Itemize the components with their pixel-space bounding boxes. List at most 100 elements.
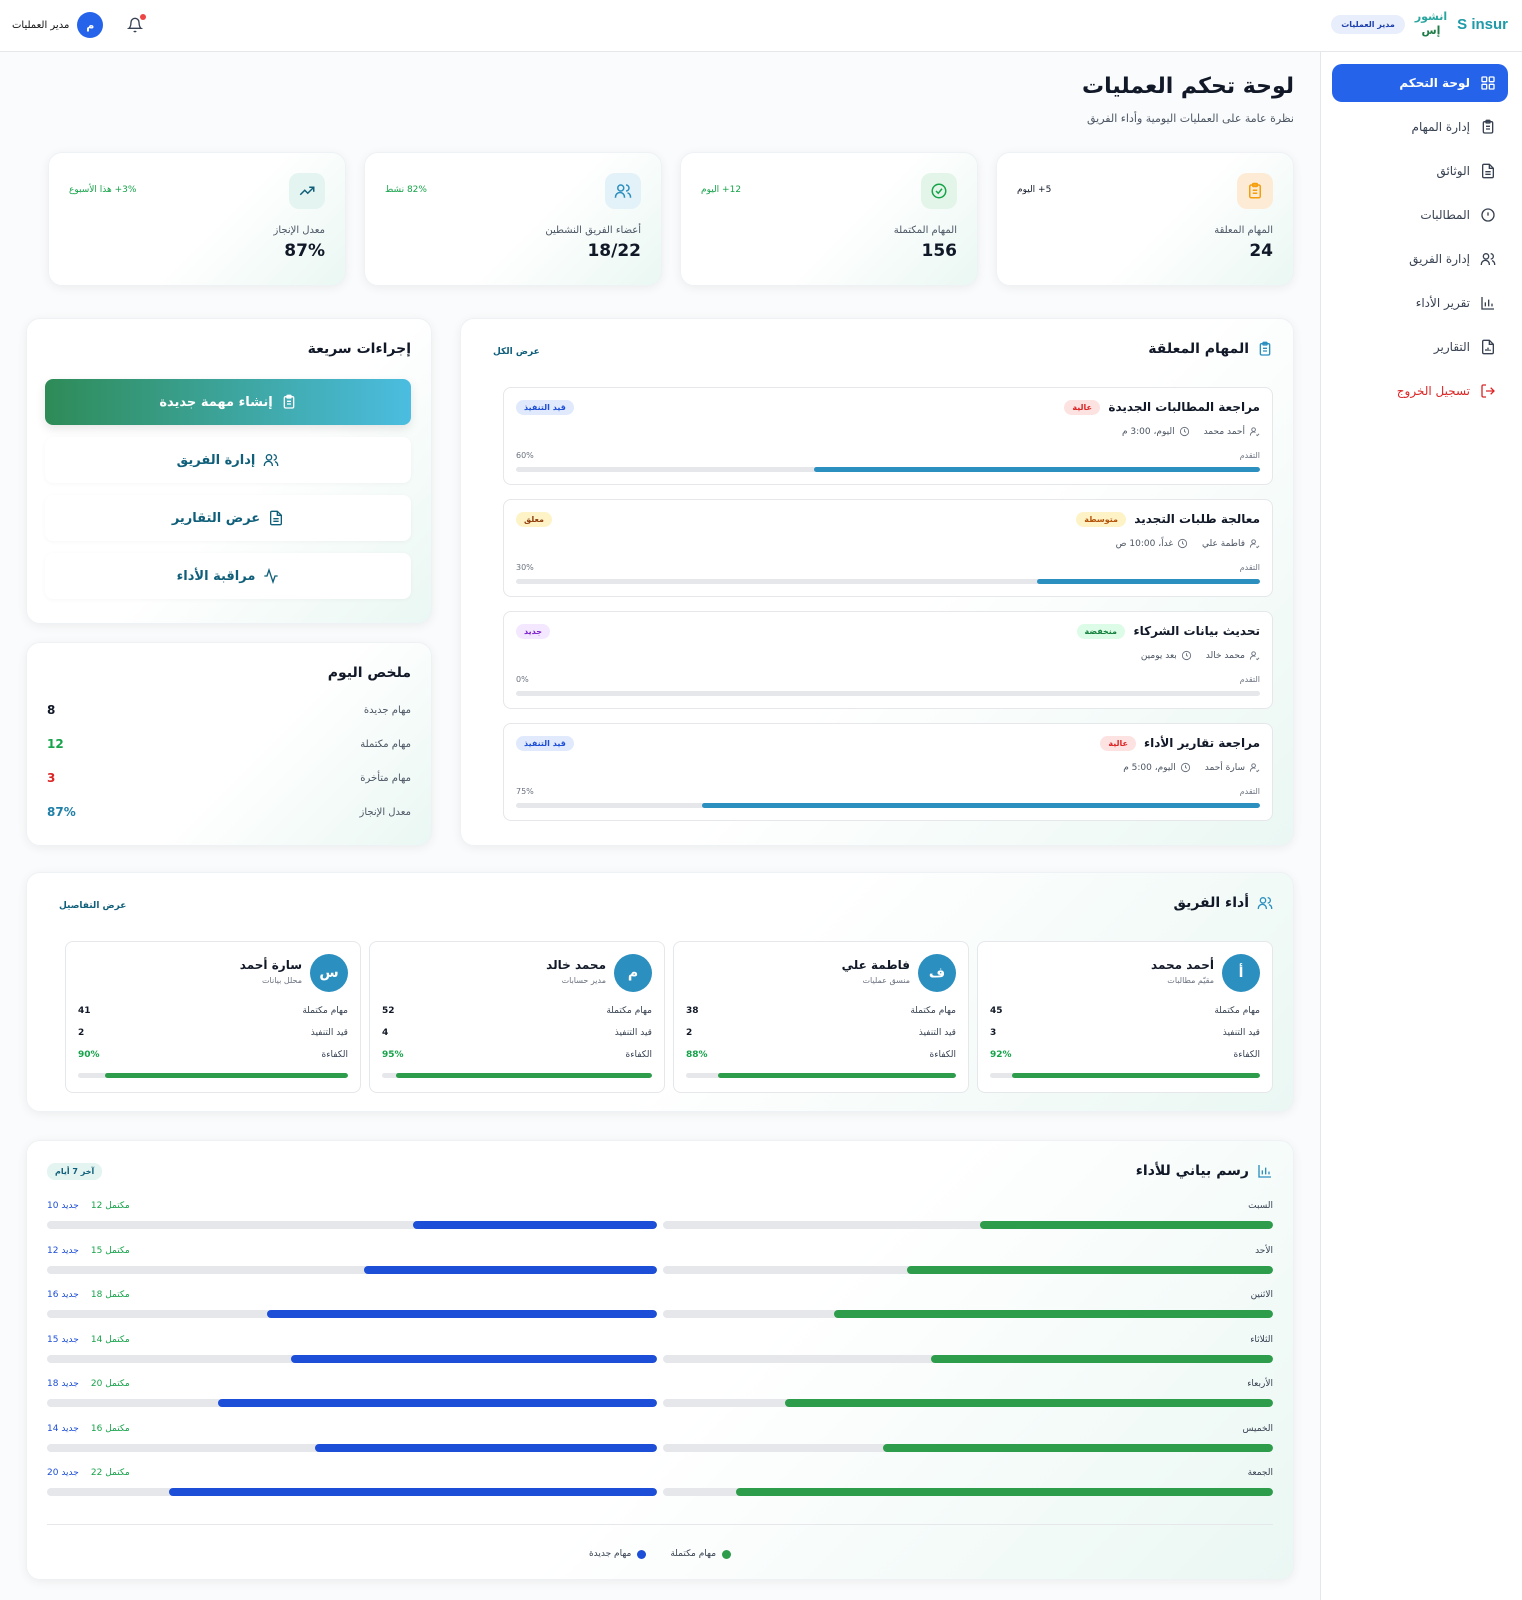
- stat-label: معدل الإنجاز: [273, 225, 325, 236]
- stat-icon-box: [289, 173, 325, 209]
- view-details-link[interactable]: عرض التفاصيل: [59, 901, 127, 911]
- users-icon: [614, 184, 632, 198]
- view-all-link[interactable]: عرض الكل: [493, 347, 540, 357]
- task-due: بعد يومين: [1141, 650, 1192, 661]
- logout-label: تسجيل الخروج: [1396, 384, 1470, 398]
- stat-value: 156: [921, 241, 958, 261]
- progress-label: التقدم: [1239, 787, 1260, 796]
- manage-team-button[interactable]: إدارة الفريق: [45, 437, 411, 483]
- create-task-button[interactable]: إنشاء مهمة جديدة: [45, 379, 411, 425]
- sidebar-item-label: تقرير الأداء: [1415, 296, 1470, 310]
- new-bar-track: [47, 1488, 657, 1496]
- member-stat-label: مهام مكتملة: [910, 1006, 956, 1016]
- chart-category-label: السبت: [1248, 1201, 1273, 1211]
- notification-dot: [140, 14, 146, 20]
- task-item[interactable]: تحديث بيانات الشركاء منخفضة جديد محمد خالد ب…: [503, 611, 1273, 709]
- team-member-card[interactable]: س سارة أحمد محلل بيانات مهام مكتملة 41 قيد ال…: [65, 941, 361, 1093]
- task-title: مراجعة المطالبات الجديدة: [1108, 400, 1260, 414]
- bar-chart-icon: [1258, 1165, 1271, 1178]
- chart-counts: 15 جديد 14 مكتمل: [47, 1335, 130, 1345]
- member-stat-label: قيد التنفيذ: [918, 1028, 956, 1038]
- sidebar-item-dashboard[interactable]: لوحة التحكم: [1332, 64, 1508, 102]
- quick-actions-title: إجراءات سريعة: [307, 341, 411, 357]
- chart-counts: 20 جديد 22 مكتمل: [47, 1468, 130, 1478]
- task-item[interactable]: معالجة طلبات التجديد متوسطة معلق فاطمة علي غ…: [503, 499, 1273, 597]
- efficiency-track: [686, 1073, 956, 1078]
- top-bar: S insur انشور إس مدير العمليات مدير العمل…: [0, 0, 1522, 52]
- stat-card: 5+ اليوم المهام المعلقة 24: [996, 152, 1294, 286]
- summary-value: 3: [47, 771, 56, 785]
- users-icon: [1257, 897, 1273, 909]
- member-stat-value: 95%: [382, 1050, 404, 1060]
- efficiency-track: [382, 1073, 652, 1078]
- avatar: أ: [1222, 954, 1260, 992]
- user-menu[interactable]: مدير العمليات م: [12, 12, 104, 38]
- sidebar-item-documents[interactable]: الوثائق: [1332, 152, 1508, 190]
- stat-trend: 12+ اليوم: [701, 185, 742, 195]
- sidebar-item-claims[interactable]: المطالبات: [1332, 196, 1508, 234]
- summary-row: مهام متأخرة 3: [47, 771, 411, 791]
- logout-icon: [1481, 384, 1495, 398]
- team-member-card[interactable]: م محمد خالد مدير حسابات مهام مكتملة 52 قيد ال…: [369, 941, 665, 1093]
- progress-percent: 75%: [516, 787, 534, 796]
- user-icon: [1249, 651, 1260, 661]
- legend-new: مهام جديدة: [589, 1549, 647, 1559]
- sidebar-item-label: الوثائق: [1436, 164, 1470, 178]
- completed-bar-track: [663, 1399, 1273, 1407]
- chart-counts: 18 جديد 20 مكتمل: [47, 1379, 130, 1389]
- logout-button[interactable]: تسجيل الخروج: [1332, 372, 1508, 410]
- new-bar: [364, 1265, 657, 1274]
- member-stat-label: الكفاءة: [929, 1050, 956, 1060]
- member-name: محمد خالد: [546, 958, 606, 972]
- chart-counts: 14 جديد 16 مكتمل: [47, 1424, 130, 1434]
- sidebar-item-tasks[interactable]: إدارة المهام: [1332, 108, 1508, 146]
- period-badge[interactable]: آخر 7 أيام: [47, 1163, 103, 1180]
- sidebar-item-reports[interactable]: التقارير: [1332, 328, 1508, 366]
- completed-bar: [882, 1443, 1273, 1452]
- legend-swatch: [722, 1549, 732, 1559]
- clock-icon: [1181, 650, 1191, 661]
- progress-fill: [1036, 579, 1260, 584]
- chart-category-label: الجمعة: [1247, 1468, 1273, 1478]
- member-stat-value: 52: [382, 1006, 395, 1016]
- performance-chart-title: رسم بياني للأداء: [1136, 1163, 1273, 1179]
- status-badge: قيد التنفيذ: [516, 400, 574, 415]
- stat-card: 12+ اليوم المهام المكتملة 156: [680, 152, 978, 286]
- document-icon: [1482, 163, 1494, 179]
- sidebar-item-performance[interactable]: تقرير الأداء: [1332, 284, 1508, 322]
- new-bar: [217, 1399, 657, 1407]
- member-stat-value: 92%: [990, 1050, 1012, 1060]
- bell-icon[interactable]: [127, 16, 143, 34]
- team-member-card[interactable]: أ أحمد محمد مقيّم مطالبات مهام مكتملة 45 قيد …: [977, 941, 1273, 1093]
- view-reports-button[interactable]: عرض التقارير: [45, 495, 411, 541]
- report-icon: [270, 510, 283, 526]
- efficiency-fill: [718, 1073, 956, 1078]
- task-assignee: سارة أحمد: [1205, 762, 1260, 773]
- task-item[interactable]: مراجعة المطالبات الجديدة عالية قيد التنفيذ…: [503, 387, 1273, 485]
- stat-trend: 3%+ هذا الأسبوع: [69, 185, 137, 195]
- stat-icon-box: [1237, 173, 1273, 209]
- summary-value: 8: [47, 703, 56, 717]
- member-stat-label: مهام مكتملة: [1214, 1006, 1260, 1016]
- user-icon: [1249, 539, 1260, 549]
- member-role: مقيّم مطالبات: [1167, 976, 1214, 985]
- brand-name: انشور إس: [1414, 10, 1448, 37]
- completed-bar: [931, 1354, 1273, 1363]
- monitor-performance-button[interactable]: مراقبة الأداء: [45, 553, 411, 599]
- task-item[interactable]: مراجعة تقارير الأداء عالية قيد التنفيذ سارة…: [503, 723, 1273, 821]
- new-bar-track: [47, 1310, 657, 1318]
- member-name: سارة أحمد: [239, 958, 302, 972]
- task-meta: فاطمة علي غداً، 10:00 ص: [1116, 538, 1260, 549]
- stat-card: 3%+ هذا الأسبوع معدل الإنجاز 87%: [48, 152, 346, 286]
- brand[interactable]: S insur انشور إس مدير العمليات: [1331, 10, 1508, 38]
- daily-summary-title: ملخص اليوم: [327, 665, 411, 681]
- sidebar-item-team[interactable]: إدارة الفريق: [1332, 240, 1508, 278]
- chart-completed-count: 22 مكتمل: [90, 1468, 130, 1478]
- task-due: غداً، 10:00 ص: [1116, 538, 1188, 549]
- status-badge: قيد التنفيذ: [516, 736, 574, 751]
- member-stat-label: قيد التنفيذ: [614, 1028, 652, 1038]
- member-stat-value: 4: [382, 1028, 389, 1038]
- new-bar-track: [47, 1354, 657, 1363]
- main-content: لوحة تحكم العمليات نظرة عامة على العمليا…: [0, 52, 1320, 1600]
- team-member-card[interactable]: ف فاطمة علي منسق عمليات مهام مكتملة 38 قيد ال…: [673, 941, 969, 1093]
